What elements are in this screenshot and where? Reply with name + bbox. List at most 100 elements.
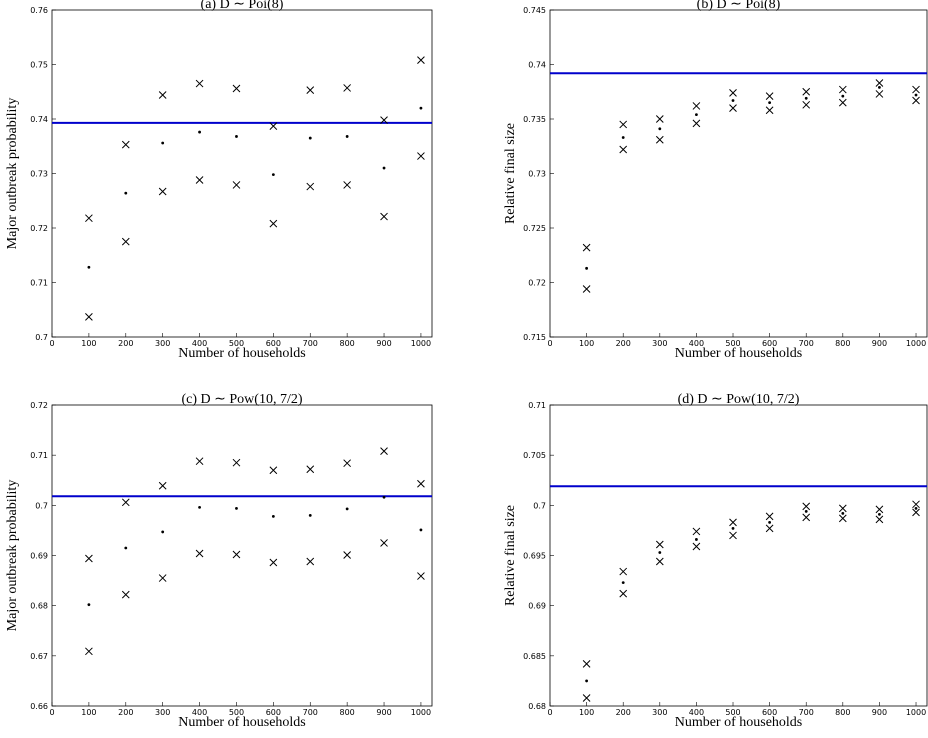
dot-marker <box>235 135 238 138</box>
dot-marker <box>621 581 625 584</box>
x-marker <box>85 554 93 563</box>
y-axis-label: Relative final size <box>503 123 518 224</box>
subplot-title: (d) D ∼ Pow(10, 7/2) <box>678 392 800 407</box>
x-marker <box>232 181 241 189</box>
plot-area <box>51 404 433 707</box>
x-marker <box>121 498 130 507</box>
x-marker <box>121 590 130 599</box>
x-marker <box>85 214 93 223</box>
x-marker <box>306 182 315 191</box>
y-tick-label: 0.69 <box>30 552 48 561</box>
subplot-title: (b) D ∼ Poi(8) <box>697 0 781 12</box>
x-marker <box>655 135 664 144</box>
x-tick-label: 1000 <box>906 708 926 717</box>
subplot: 0 100 200 300 400 500 600 700 800 900 1000 0.68 0.68… <box>503 392 928 730</box>
x-tick-label: 0 <box>547 339 552 348</box>
x-marker <box>582 243 591 252</box>
x-marker <box>343 551 351 559</box>
x-marker <box>912 85 920 94</box>
dot-marker <box>804 509 808 513</box>
x-marker <box>195 549 204 558</box>
subplot: 0 100 200 300 400 500 600 700 800 900 1000 0.7 0.71 0… <box>5 0 433 361</box>
x-marker <box>729 104 737 112</box>
x-tick-label: 100 <box>81 708 96 717</box>
x-marker <box>158 187 167 196</box>
y-tick-label: 0.7 <box>35 333 48 342</box>
x-tick-label: 0 <box>547 708 552 717</box>
x-marker <box>121 140 130 149</box>
x-axis-label: Number of households <box>178 715 306 730</box>
dot-marker <box>382 166 386 170</box>
x-marker <box>417 56 425 64</box>
x-marker <box>232 458 241 467</box>
x-marker <box>838 514 847 523</box>
dot-marker <box>585 266 589 270</box>
x-marker <box>380 447 388 456</box>
y-axis-label: Relative final size <box>503 505 518 606</box>
x-marker <box>85 312 93 321</box>
x-marker <box>838 504 847 513</box>
dot-marker <box>878 85 881 89</box>
x-tick-label: 400 <box>689 339 704 348</box>
dot-marker <box>271 173 275 176</box>
x-tick-label: 600 <box>266 708 281 717</box>
dot-marker <box>731 527 735 530</box>
x-marker <box>765 512 774 521</box>
x-marker <box>269 466 278 475</box>
x-tick-label: 600 <box>762 339 777 348</box>
x-marker <box>875 515 884 524</box>
y-tick-label: 0.745 <box>523 6 546 15</box>
y-tick-label: 0.72 <box>30 401 48 410</box>
x-tick-label: 1000 <box>411 339 431 348</box>
dot-marker <box>198 505 201 509</box>
x-tick-label: 600 <box>266 339 281 348</box>
dot-marker <box>308 513 312 517</box>
y-tick-label: 0.685 <box>523 652 546 661</box>
dot-marker <box>914 506 918 510</box>
y-tick-label: 0.75 <box>30 61 48 70</box>
x-marker <box>158 574 167 582</box>
x-tick-label: 0 <box>49 339 54 348</box>
dot-marker <box>841 94 845 98</box>
x-tick-label: 200 <box>616 708 631 717</box>
y-axis-label: Major outbreak probability <box>5 98 20 250</box>
x-tick-label: 500 <box>229 339 244 348</box>
x-marker <box>417 479 425 488</box>
dot-marker <box>658 551 662 554</box>
x-tick-label: 800 <box>340 708 355 717</box>
y-tick-label: 0.68 <box>30 602 48 611</box>
x-marker <box>195 176 204 184</box>
x-marker <box>380 212 388 221</box>
dot-marker <box>585 679 589 683</box>
y-tick-label: 0.72 <box>528 279 546 288</box>
subplot-title: (a) D ∼ Poi(8) <box>201 0 284 12</box>
x-marker <box>875 505 884 514</box>
y-tick-label: 0.715 <box>523 333 546 342</box>
x-marker <box>195 79 204 88</box>
dot-marker <box>198 130 201 134</box>
dot-marker <box>419 528 423 532</box>
x-tick-label: 800 <box>835 339 850 348</box>
dot-marker <box>345 507 349 511</box>
x-marker <box>343 84 351 92</box>
x-tick-label: 500 <box>725 708 740 717</box>
x-marker <box>802 513 811 522</box>
x-marker <box>619 589 628 598</box>
dot-marker <box>345 135 349 138</box>
x-marker <box>838 98 847 107</box>
x-marker <box>692 542 701 551</box>
y-tick-label: 0.73 <box>30 170 48 179</box>
x-marker <box>912 508 920 517</box>
x-marker <box>195 457 204 466</box>
plot-area <box>549 9 928 338</box>
dot-marker <box>419 106 423 110</box>
dot-marker <box>731 99 735 102</box>
x-tick-label: 500 <box>229 708 244 717</box>
x-marker <box>343 181 351 189</box>
dot-marker <box>878 512 881 516</box>
y-tick-label: 0.735 <box>523 115 546 124</box>
x-tick-label: 900 <box>872 708 887 717</box>
x-marker <box>802 502 811 511</box>
x-marker <box>582 694 591 702</box>
